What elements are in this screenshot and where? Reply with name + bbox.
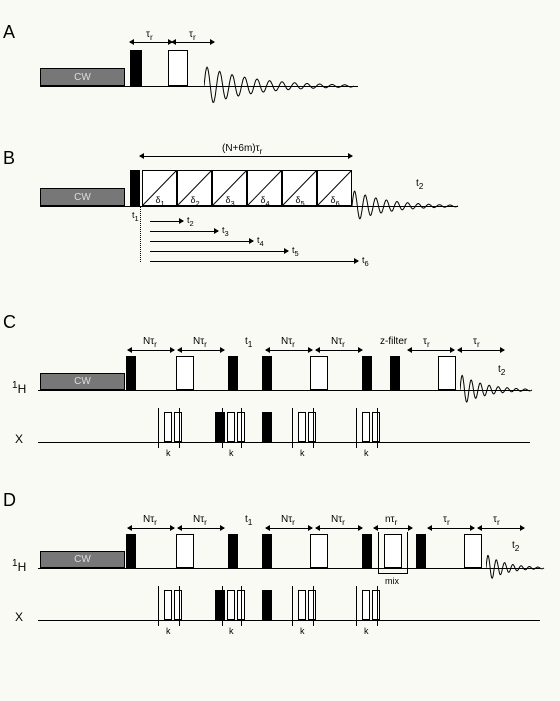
span-D-1 <box>178 528 224 529</box>
panel-b-label: B <box>3 148 15 169</box>
h-pulse-C-7 <box>438 356 456 390</box>
span-C-3 <box>266 350 312 351</box>
span-D-6 <box>428 528 474 529</box>
cw-block-b: CW <box>40 188 125 206</box>
h-pulse-D-1 <box>176 534 194 568</box>
k-bracket-C-1 <box>222 408 242 448</box>
main-span-label-b: (N+6m)τr <box>222 143 262 156</box>
cw-block-d: CW <box>40 551 125 568</box>
t1-label-b: t1 <box>132 210 139 223</box>
k-bracket-C-0 <box>158 408 180 448</box>
cw-block-a: CW <box>40 68 125 86</box>
panel-a-label: A <box>3 22 15 43</box>
span-C-7 <box>458 350 504 351</box>
x-label-d: X <box>15 610 23 624</box>
k-bracket-C-2 <box>292 408 314 448</box>
cw-text-a: CW <box>74 72 91 83</box>
h-pulse-D-2 <box>228 534 238 568</box>
k-bracket-C-3 <box>356 408 378 448</box>
h-pulse-C-0 <box>126 356 136 390</box>
k-bracket-D-1 <box>222 586 242 626</box>
h-pulse-C-2 <box>228 356 238 390</box>
h-pulse-C-1 <box>176 356 194 390</box>
x-label-c: X <box>15 432 23 446</box>
span-D-7 <box>478 528 524 529</box>
k-bracket-D-3 <box>356 586 378 626</box>
h-label-d: 1H <box>12 558 26 574</box>
panel-d-label: D <box>3 490 16 511</box>
ramp-box-4: δ4 <box>247 170 282 206</box>
tau-span-a1 <box>130 42 172 43</box>
span-D-5 <box>374 528 412 529</box>
h-pulse-C-4 <box>310 356 328 390</box>
t-arrow-3 <box>150 231 218 232</box>
h-pulse-C-5 <box>362 356 372 390</box>
fid-c <box>460 374 536 406</box>
cw-block-c: CW <box>40 373 125 390</box>
h-label-c: 1H <box>12 380 26 396</box>
t-arrow-4 <box>150 241 253 242</box>
h-pulse-D-7 <box>416 534 426 568</box>
panel-c-x-baseline <box>38 442 530 443</box>
fid-a <box>204 66 358 106</box>
k-bracket-D-0 <box>158 586 180 626</box>
ramp-box-6: δ6 <box>317 170 352 206</box>
x-pulse-D-3 <box>262 590 272 620</box>
t2-label-d: t2 <box>512 540 519 553</box>
dotted-v-b <box>140 206 141 262</box>
h-pulse-D-3 <box>262 534 272 568</box>
h-pulse-D-0 <box>126 534 136 568</box>
k-bracket-D-2 <box>292 586 314 626</box>
cw-text-b: CW <box>74 192 91 203</box>
panel-d-h-baseline <box>38 568 540 569</box>
span-D-3 <box>266 528 312 529</box>
span-C-6 <box>408 350 454 351</box>
span-D-0 <box>128 528 174 529</box>
panel-c-label: C <box>3 312 16 333</box>
t-arrow-5 <box>150 251 288 252</box>
span-C-0 <box>128 350 174 351</box>
pulse-a-2 <box>168 50 188 86</box>
h-pulse-C-3 <box>262 356 272 390</box>
pulse-b-black <box>130 170 140 206</box>
t-arrow-6 <box>150 261 358 262</box>
fid-b <box>352 190 462 222</box>
ramp-box-2: δ2 <box>177 170 212 206</box>
tau-label-a1: τr <box>146 29 153 42</box>
mix-bracket <box>378 532 408 574</box>
t-arrow-2 <box>150 221 183 222</box>
h-pulse-D-5 <box>362 534 372 568</box>
fid-d <box>486 554 548 582</box>
ramp-box-3: δ3 <box>212 170 247 206</box>
span-D-4 <box>316 528 362 529</box>
ramp-box-5: δ5 <box>282 170 317 206</box>
x-pulse-C-3 <box>262 412 272 442</box>
panel-c-h-baseline <box>38 390 530 391</box>
tau-span-a2 <box>172 42 214 43</box>
t2-label-b: t2 <box>416 178 423 191</box>
t2-label-c: t2 <box>498 364 505 377</box>
h-pulse-D-8 <box>464 534 482 568</box>
main-span-b <box>140 156 352 157</box>
span-C-1 <box>178 350 224 351</box>
span-C-4 <box>316 350 362 351</box>
pulse-a-1 <box>130 50 142 86</box>
ramp-box-1: δ1 <box>142 170 177 206</box>
tau-label-a2: τr <box>189 29 196 42</box>
h-pulse-D-4 <box>310 534 328 568</box>
panel-d-x-baseline <box>38 620 540 621</box>
h-pulse-C-6 <box>390 356 400 390</box>
